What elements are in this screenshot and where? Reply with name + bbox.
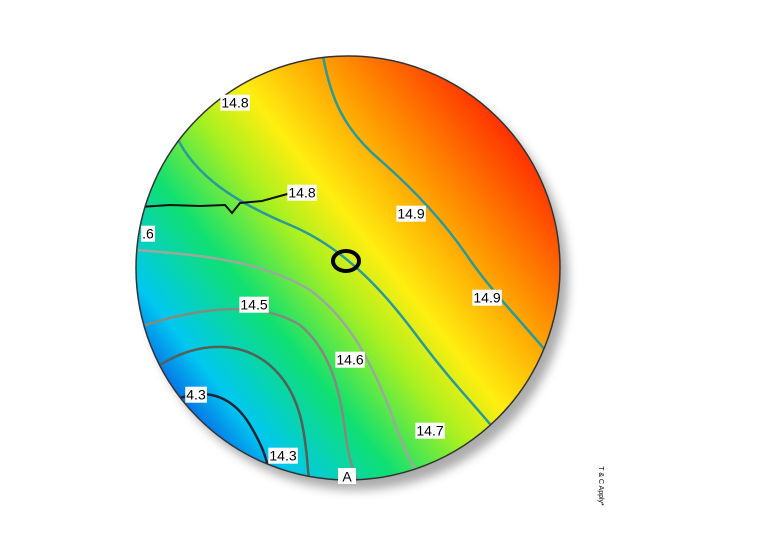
contour-label: 14.8 (288, 185, 315, 201)
contour-label: 14.5 (240, 297, 267, 313)
contour-line (320, 56, 546, 351)
notch-box (338, 468, 356, 484)
label-bg (472, 289, 502, 306)
contour-label: 14.7 (416, 423, 443, 439)
contour-label: 14.9 (473, 290, 500, 306)
contour-line (159, 345, 312, 480)
contour-labels: 14.8 14.8 14.9 .6 14.9 14.5 14.6 4.3 14.7 14.3 (141, 94, 502, 464)
label-bg (185, 386, 207, 403)
contour-label: 14.9 (397, 206, 424, 222)
marker (331, 249, 361, 273)
label-bg (415, 422, 445, 439)
contour-label: 14.6 (336, 352, 363, 368)
label-bg (239, 296, 269, 313)
contour-label: 4.3 (186, 387, 206, 403)
label-bg (220, 94, 250, 111)
contour-label: 14.3 (269, 448, 296, 464)
contour-line (144, 307, 362, 480)
label-bg (287, 184, 317, 201)
label-bg (396, 205, 426, 222)
contour-line (136, 248, 422, 480)
contour-label: .6 (142, 226, 154, 242)
label-bg (268, 447, 298, 464)
notch-label: A (342, 469, 352, 485)
label-bg (141, 225, 156, 242)
contour-line (168, 119, 496, 431)
contours (136, 56, 546, 480)
footnote: T & C Apply* (597, 466, 604, 506)
contour-line (139, 191, 296, 215)
label-bg (335, 351, 365, 368)
wafer (136, 56, 560, 480)
contour-label: 14.8 (221, 95, 248, 111)
